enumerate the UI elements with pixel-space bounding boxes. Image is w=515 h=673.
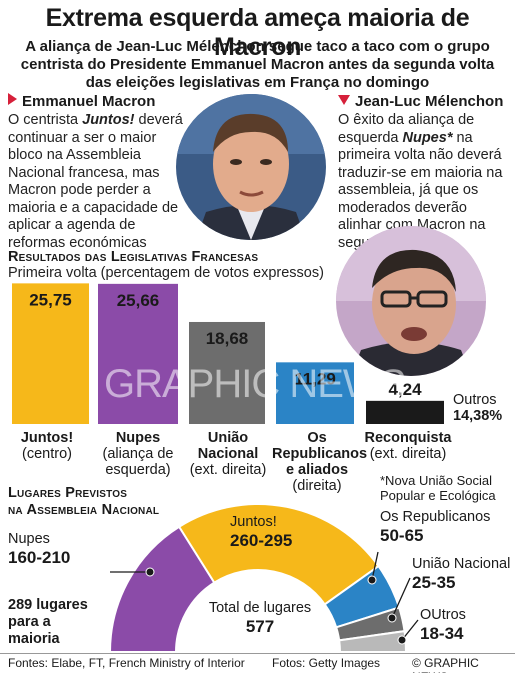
results-title: Resultados das Legislativas Francesas [8,249,259,265]
leader-line-1 [371,551,379,581]
watermark: GRAPHIC NEWS [104,362,406,406]
bar-value-3: 11,29 [294,369,336,388]
bar-name-uniao: União Nacional [197,430,259,462]
hemicycle-segment-1 [177,503,380,606]
macron-text-before: O centrista [8,112,83,128]
seat-range-uniao: 25-35 [412,573,456,592]
bar-name-juntos: Juntos! [20,430,74,446]
bar-label-nupes: Nupes (aliança de esquerda) [92,430,184,478]
macron-block: Emmanuel Macron O centrista Juntos! deve… [8,93,188,252]
bar-label-republicanos: Os Republicanos e aliados (direita) [272,430,368,494]
bar-value-2: 18,68 [206,329,249,348]
macron-description: O centrista Juntos! deverá continuar a s… [8,112,188,252]
leader-dot-3 [397,635,407,645]
others-block: Outros 14,38% [453,392,502,424]
results-subtitle: Primeira volta (percentagem de votos exp… [8,265,324,281]
bar-detail-nupes: (aliança de esquerda) [102,446,174,478]
macron-heading: Emmanuel Macron [8,93,188,110]
bar-label-uniao: União Nacional (ext. direita) [188,430,268,478]
bar-3 [276,362,354,424]
bar-0 [12,283,89,424]
leader-dot-2 [387,613,397,623]
melenchon-party: Nupes* [402,129,453,146]
bar-detail-reconquista: (ext. direita) [369,446,447,462]
seat-name-nupes: Nupes [8,531,50,547]
footer-sources: Fontes: Elabe, FT, French Ministry of In… [8,656,245,670]
bar-detail-juntos: (centro) [22,446,72,462]
macron-photo [176,94,326,240]
seat-name-republicanos: Os Republicanos [380,509,491,525]
footer-photos: Fotos: Getty Images [272,656,381,670]
seat-label-outros: OUtros 18-34 [420,607,466,644]
seats-hemicycle-chart [108,503,419,653]
seat-label-republicanos: Os Republicanos 50-65 [380,509,490,546]
seats-title: Lugares Previstos na Assembleia Nacional [8,485,159,519]
leader-line-2 [391,577,411,619]
seat-range-republicanos: 50-65 [380,526,424,545]
leader-dot-0 [145,567,155,577]
macron-name: Emmanuel Macron [22,93,156,110]
bar-label-reconquista: Reconquista (ext. direita) [360,430,456,462]
seats-title-line1: Lugares Previstos [8,485,128,501]
bar-label-juntos: Juntos! (centro) [6,430,88,462]
seat-name-uniao: União Nacional [412,556,511,572]
bar-name-republicanos: Os Republicanos e aliados [272,430,368,478]
footer-divider [0,653,515,654]
bar-detail-uniao: (ext. direita) [189,462,267,478]
seat-name-juntos: Juntos! [230,514,277,530]
seat-label-nupes: Nupes 160-210 [8,531,70,568]
page-subtitle: A aliança de Jean-Luc Mélenchon segue ta… [20,38,495,91]
seats-title-line2: na Assembleia Nacional [8,502,160,518]
seat-label-uniao: União Nacional 25-35 [412,556,510,593]
total-seats-value: 577 [245,617,275,636]
melenchon-description: O êxito da aliança de esquerda Nupes* na… [338,112,513,252]
bar-value-0: 25,75 [29,290,72,309]
bar-2 [189,321,265,424]
melenchon-photo [336,226,486,376]
bar-name-reconquista: Reconquista [364,430,452,446]
triangle-right-icon [8,93,17,105]
others-label: Outros [453,392,497,408]
melenchon-block: Jean-Luc Mélenchon O êxito da aliança de… [338,93,513,252]
melenchon-text-before: O êxito da aliança de esquerda [338,112,475,146]
seat-range-outros: 18-34 [420,624,464,643]
footer-credit: © GRAPHIC NEWS [412,656,479,673]
seat-name-outros: OUtros [420,607,466,623]
total-seats: Total de lugares 577 [190,600,330,637]
bar-1 [98,283,178,424]
macron-party: Juntos! [82,112,135,128]
majority-note: 289 lugares para a maioria [8,597,88,647]
total-seats-label: Total de lugares [208,600,312,616]
seat-range-nupes: 160-210 [8,548,71,567]
bar-name-nupes: Nupes [115,430,161,446]
bar-value-1: 25,66 [117,291,160,310]
seat-label-juntos: Juntos! 260-295 [230,514,292,551]
bar-value-4: 4,24 [388,380,422,399]
leader-dot-1 [367,575,377,585]
seat-range-juntos: 260-295 [230,531,293,550]
macron-text-after: deverá continuar a ser o maior bloco na … [8,112,183,251]
results-bar-chart: 25,75 25,66 18,68 11,29 4,24 [12,283,444,424]
bar-detail-republicanos: (direita) [292,478,342,494]
nupes-footnote: *Nova União Social Popular e Ecológica [380,473,496,503]
others-value: 14,38% [453,408,503,424]
melenchon-text-after: na primeira volta não deverá traduzir-se… [338,129,503,251]
triangle-down-icon [338,95,350,105]
bar-4 [366,400,444,424]
melenchon-name: Jean-Luc Mélenchon [355,93,504,110]
melenchon-heading: Jean-Luc Mélenchon [338,93,513,110]
page-title: Extrema esquerda ameça maioria de Macron [45,4,470,61]
